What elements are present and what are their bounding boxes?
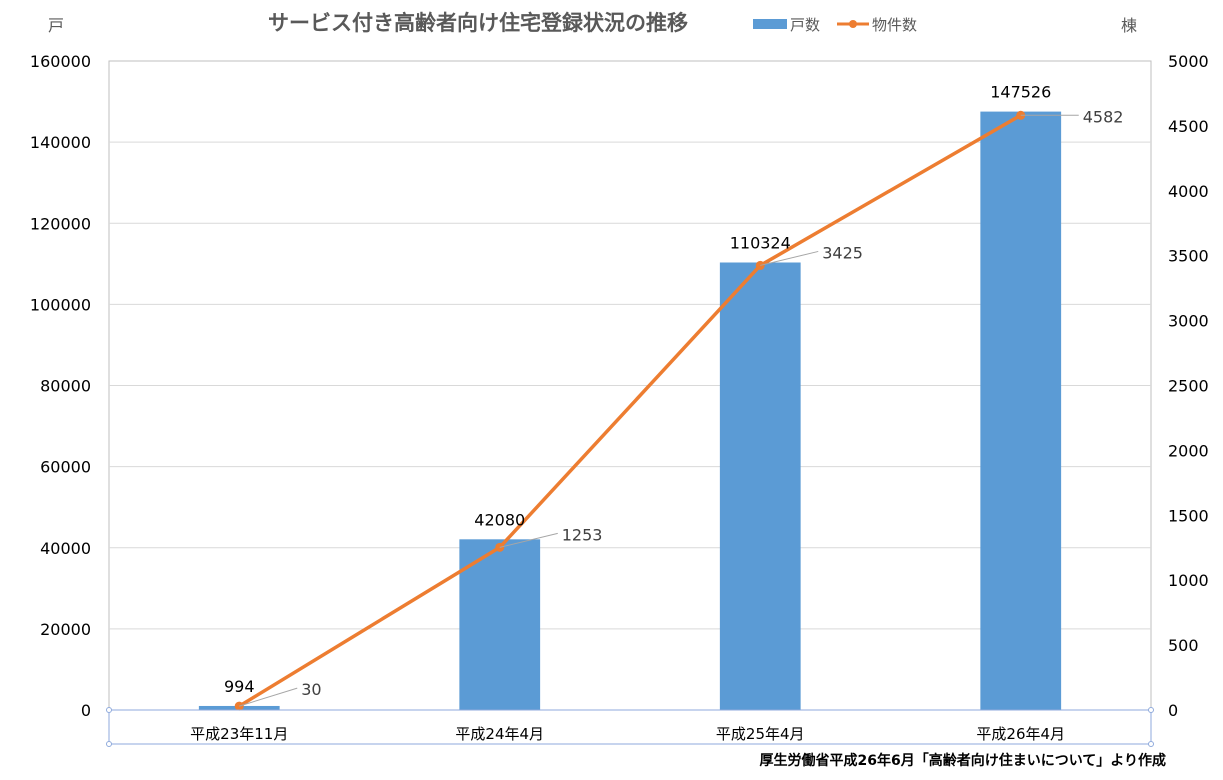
line-path xyxy=(238,113,1022,708)
category-box xyxy=(108,709,1152,745)
left-axis-tick-label: 0 xyxy=(81,701,91,720)
source-note: 厚生労働省平成26年6月「高齢者向け住まいについて」より作成 xyxy=(759,752,1166,769)
selection-handle xyxy=(106,741,112,747)
right-axis-tick-label: 2500 xyxy=(1168,377,1209,396)
left-axis-tick-label: 100000 xyxy=(30,295,91,314)
right-axis: 0 500 1000 1500 2000 2500 3000 3500 4000 4500 5000 xyxy=(1168,52,1209,720)
line-series xyxy=(234,110,1026,711)
left-axis-tick-label: 20000 xyxy=(40,620,91,639)
chart-title: サービス付き高齢者向け住宅登録状況の推移 xyxy=(268,11,688,35)
right-axis-tick-label: 2000 xyxy=(1168,441,1209,460)
data-labels: 994 42080 110324 147526 30 1253 3425 4582 xyxy=(224,83,1123,707)
legend-line-label: 物件数 xyxy=(872,16,917,34)
right-axis-unit: 棟 xyxy=(1121,16,1137,35)
category-label: 平成24年4月 xyxy=(455,725,544,743)
category-label: 平成26年4月 xyxy=(976,725,1065,743)
left-axis-tick-label: 140000 xyxy=(30,133,91,152)
legend: 戸数 物件数 xyxy=(753,16,917,34)
bar xyxy=(459,539,541,710)
selection-handle xyxy=(1148,707,1154,713)
right-axis-tick-label: 4500 xyxy=(1168,117,1209,136)
bar xyxy=(719,262,801,710)
selection-handle xyxy=(1148,741,1154,747)
line-value-label: 1253 xyxy=(562,525,603,544)
category-label: 平成25年4月 xyxy=(716,725,805,743)
legend-bar-label: 戸数 xyxy=(790,16,820,34)
line-value-label: 4582 xyxy=(1083,107,1124,126)
legend-bar-swatch xyxy=(753,19,787,29)
bar-series xyxy=(198,111,1062,711)
legend-line-marker xyxy=(849,20,857,28)
right-axis-tick-label: 500 xyxy=(1168,636,1199,655)
right-axis-tick-label: 3000 xyxy=(1168,312,1209,331)
right-axis-tick-label: 4000 xyxy=(1168,182,1209,201)
right-axis-tick-label: 3500 xyxy=(1168,247,1209,266)
right-axis-tick-label: 1000 xyxy=(1168,571,1209,590)
left-axis-unit: 戸 xyxy=(48,16,64,35)
left-axis-tick-label: 160000 xyxy=(30,52,91,71)
line-value-label: 30 xyxy=(301,680,321,699)
bar-value-label: 994 xyxy=(224,677,255,696)
right-axis-tick-label: 0 xyxy=(1168,701,1178,720)
line-value-label: 3425 xyxy=(822,243,863,262)
left-axis-tick-label: 60000 xyxy=(40,458,91,477)
bar xyxy=(980,111,1062,711)
selection-handle xyxy=(106,707,112,713)
left-axis-tick-label: 120000 xyxy=(30,214,91,233)
category-label: 平成23年11月 xyxy=(190,725,288,743)
bar-value-label: 147526 xyxy=(990,83,1051,102)
bar-value-label: 110324 xyxy=(730,233,791,252)
left-axis: 0 20000 40000 60000 80000 100000 120000 140000 1… xyxy=(30,52,91,720)
label-leader-line xyxy=(760,250,819,266)
label-leader-line xyxy=(239,687,298,707)
right-axis-tick-label: 1500 xyxy=(1168,506,1209,525)
right-axis-tick-label: 5000 xyxy=(1168,52,1209,71)
label-leader-line xyxy=(499,532,558,548)
left-axis-tick-label: 80000 xyxy=(40,377,91,396)
x-axis: 平成23年11月 平成24年4月 平成25年4月 平成26年4月 xyxy=(106,707,1154,747)
left-axis-tick-label: 40000 xyxy=(40,539,91,558)
bar-value-label: 42080 xyxy=(474,510,525,529)
